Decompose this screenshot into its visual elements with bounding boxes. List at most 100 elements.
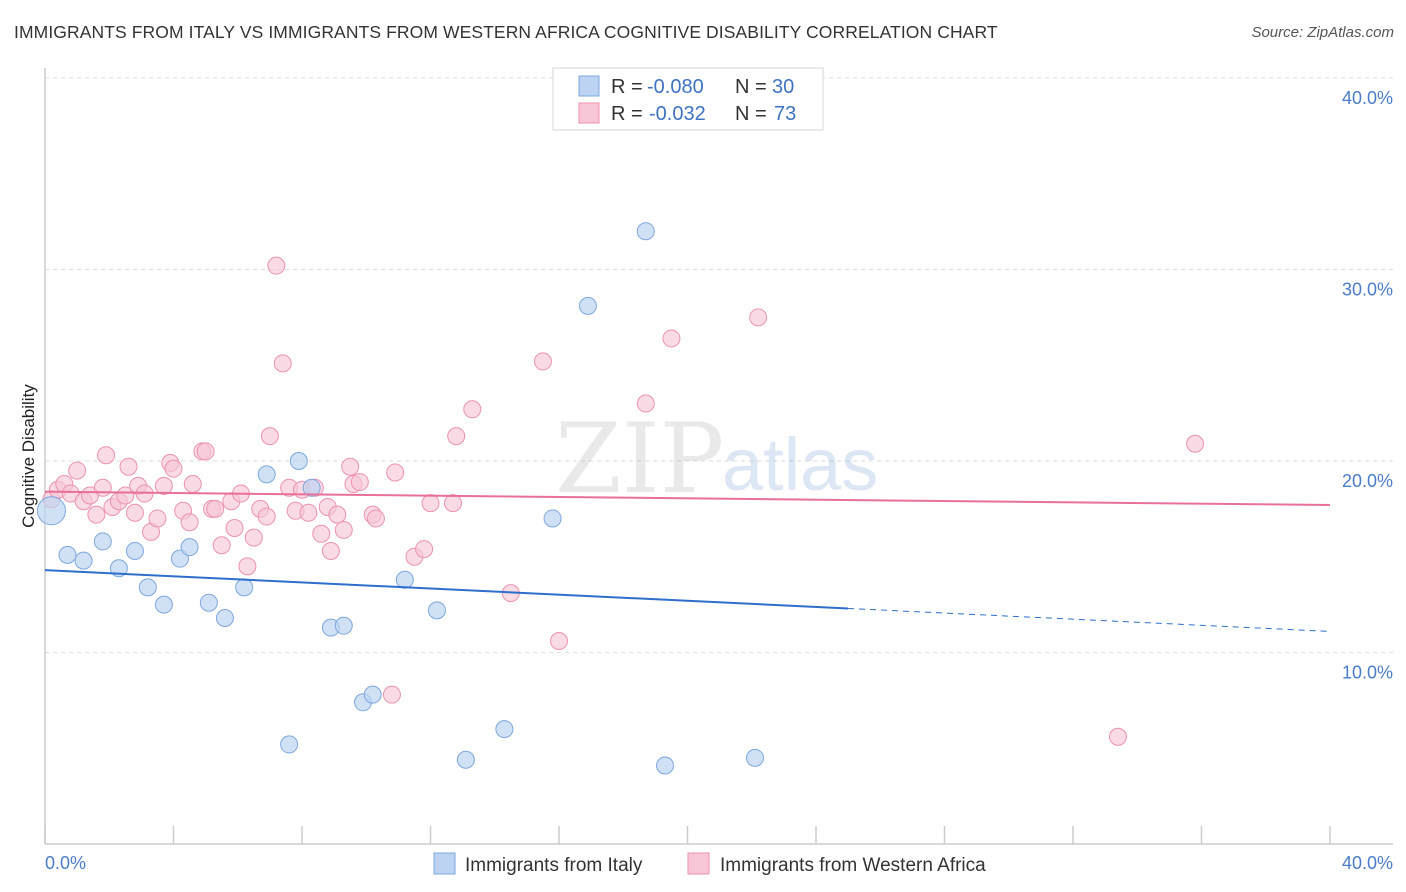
data-point-italy bbox=[58, 545, 77, 564]
data-point-italy bbox=[456, 750, 475, 769]
x-tick-label-max: 40.0% bbox=[1342, 853, 1393, 873]
data-point-italy bbox=[170, 549, 189, 568]
data-point-italy bbox=[745, 748, 764, 767]
bottom-legend-label-wafrica: Immigrants from Western Africa bbox=[720, 855, 986, 876]
data-point-wafrica bbox=[125, 503, 144, 522]
series-italy-points bbox=[36, 222, 764, 775]
data-point-wafrica bbox=[328, 505, 347, 524]
data-point-italy bbox=[138, 578, 157, 597]
data-point-wafrica bbox=[415, 540, 434, 559]
data-point-italy bbox=[289, 452, 308, 470]
data-point-italy bbox=[334, 616, 353, 635]
data-point-italy bbox=[302, 478, 321, 497]
data-point-italy bbox=[93, 532, 112, 551]
y-tick-label: 20.0% bbox=[1342, 471, 1393, 491]
legend-r-label-2: R = bbox=[611, 103, 643, 125]
data-point-wafrica bbox=[206, 499, 225, 518]
data-point-wafrica bbox=[533, 352, 552, 371]
data-point-wafrica bbox=[164, 459, 183, 478]
legend-r-label-1: R = bbox=[611, 76, 643, 98]
data-point-wafrica bbox=[312, 524, 331, 543]
y-tick-label: 10.0% bbox=[1342, 663, 1393, 683]
data-point-wafrica bbox=[116, 486, 135, 505]
chart-title: IMMIGRANTS FROM ITALY VS IMMIGRANTS FROM… bbox=[14, 22, 998, 42]
source-note: Source: ZipAtlas.com bbox=[1251, 24, 1394, 41]
x-tick-label-min: 0.0% bbox=[45, 853, 86, 873]
data-point-wafrica bbox=[447, 427, 466, 446]
data-point-wafrica bbox=[87, 505, 106, 524]
data-point-wafrica bbox=[68, 461, 87, 480]
data-point-wafrica bbox=[321, 542, 340, 561]
trend-line-italy-extension bbox=[848, 607, 1331, 632]
data-point-wafrica bbox=[443, 494, 462, 513]
legend-n-label-2: N = bbox=[735, 103, 767, 125]
data-point-italy bbox=[656, 756, 675, 775]
data-point-wafrica bbox=[180, 513, 199, 532]
y-tick-label: 30.0% bbox=[1342, 280, 1393, 300]
data-point-italy bbox=[495, 720, 514, 739]
data-point-wafrica bbox=[212, 536, 231, 555]
data-point-italy bbox=[199, 593, 218, 612]
legend-n-value-1: 30 bbox=[772, 76, 794, 98]
data-point-italy bbox=[363, 685, 382, 704]
watermark-atlas: atlas bbox=[722, 423, 878, 506]
data-point-wafrica bbox=[183, 474, 202, 493]
data-point-wafrica bbox=[366, 509, 385, 528]
data-point-wafrica bbox=[662, 329, 681, 348]
data-point-wafrica bbox=[238, 557, 257, 576]
data-point-wafrica bbox=[119, 457, 138, 476]
data-point-italy bbox=[215, 609, 234, 628]
data-point-wafrica bbox=[636, 394, 655, 413]
data-point-wafrica bbox=[244, 528, 263, 547]
data-point-wafrica bbox=[749, 308, 768, 327]
data-point-italy bbox=[235, 578, 254, 597]
y-tick-label: 40.0% bbox=[1342, 88, 1393, 108]
data-point-italy bbox=[395, 570, 414, 589]
data-point-wafrica bbox=[267, 256, 286, 275]
legend-n-label-1: N = bbox=[735, 76, 767, 98]
data-point-italy bbox=[427, 601, 446, 620]
data-point-wafrica bbox=[421, 494, 440, 513]
y-axis-label: Cognitive Disability bbox=[19, 384, 38, 528]
bottom-legend-swatch-wafrica bbox=[687, 852, 710, 875]
data-point-wafrica bbox=[550, 632, 568, 651]
data-point-wafrica bbox=[154, 476, 173, 495]
data-point-wafrica bbox=[260, 427, 279, 446]
data-point-italy bbox=[125, 542, 144, 561]
legend-swatch-italy bbox=[578, 75, 600, 97]
x-axis-ticks bbox=[44, 826, 1331, 844]
data-point-wafrica bbox=[148, 509, 167, 528]
data-point-italy bbox=[578, 296, 597, 315]
data-point-italy bbox=[636, 222, 655, 241]
data-point-wafrica bbox=[463, 400, 482, 419]
data-point-italy bbox=[543, 509, 562, 528]
trend-line-wafrica bbox=[44, 490, 1331, 507]
trend-line-italy bbox=[44, 569, 849, 610]
legend-r-value-2: -0.032 bbox=[649, 103, 706, 125]
legend-n-value-2: 73 bbox=[774, 103, 796, 125]
y-tick-labels: 10.0% 20.0% 30.0% 40.0% bbox=[1342, 88, 1393, 683]
data-point-italy bbox=[280, 735, 299, 754]
data-point-wafrica bbox=[334, 520, 353, 539]
legend-swatch-wafrica bbox=[578, 102, 600, 124]
data-point-wafrica bbox=[93, 478, 112, 497]
data-point-wafrica bbox=[225, 519, 244, 538]
data-point-italy bbox=[180, 538, 199, 557]
data-point-wafrica bbox=[257, 507, 276, 526]
data-point-wafrica bbox=[273, 354, 292, 373]
bottom-legend-swatch-italy bbox=[433, 852, 456, 875]
stats-legend: R = -0.080 N = 30 R = -0.032 N = 73 bbox=[552, 67, 824, 131]
data-point-wafrica bbox=[1186, 434, 1205, 453]
legend-r-value-1: -0.080 bbox=[647, 76, 704, 98]
bottom-legend-label-italy: Immigrants from Italy bbox=[465, 855, 643, 876]
data-point-wafrica bbox=[341, 457, 360, 476]
data-point-wafrica bbox=[97, 446, 116, 465]
data-point-italy bbox=[154, 595, 173, 614]
data-point-wafrica bbox=[196, 442, 215, 461]
data-point-italy bbox=[257, 465, 276, 484]
data-point-wafrica bbox=[386, 463, 405, 482]
data-point-wafrica bbox=[382, 685, 401, 704]
data-point-wafrica bbox=[299, 503, 318, 522]
data-point-wafrica bbox=[350, 473, 369, 492]
